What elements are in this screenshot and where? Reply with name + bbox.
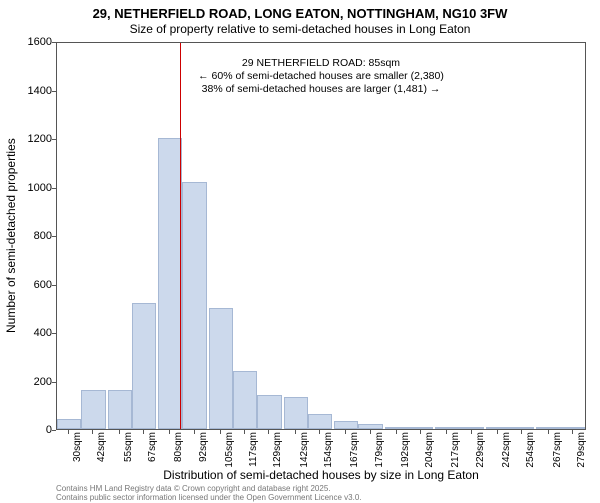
x-tick-mark xyxy=(295,430,296,434)
histogram-bar xyxy=(561,427,585,429)
histogram-bar xyxy=(536,427,560,429)
chart-title-main: 29, NETHERFIELD ROAD, LONG EATON, NOTTIN… xyxy=(0,6,600,21)
histogram-bar xyxy=(308,414,332,429)
chart-container: 29, NETHERFIELD ROAD, LONG EATON, NOTTIN… xyxy=(0,0,600,500)
annotation-box: 29 NETHERFIELD ROAD: 85sqm ← 60% of semi… xyxy=(194,55,448,98)
annotation-line3: 38% of semi-detached houses are larger (… xyxy=(198,83,444,96)
x-tick-label: 92sqm xyxy=(198,432,209,462)
chart-title-sub: Size of property relative to semi-detach… xyxy=(0,22,600,36)
annotation-line1: 29 NETHERFIELD ROAD: 85sqm xyxy=(198,57,444,70)
x-tick-mark xyxy=(521,430,522,434)
x-tick-label: 55sqm xyxy=(123,432,134,462)
footer-line2: Contains public sector information licen… xyxy=(56,494,362,503)
x-tick-label: 142sqm xyxy=(299,432,310,468)
x-tick-label: 67sqm xyxy=(147,432,158,462)
histogram-bar xyxy=(257,395,281,429)
x-tick-label: 279sqm xyxy=(576,432,587,468)
histogram-bar xyxy=(132,303,156,429)
y-tick-mark xyxy=(52,430,56,431)
y-tick-label: 1600 xyxy=(12,36,52,48)
y-tick-label: 800 xyxy=(12,230,52,242)
x-tick-label: 42sqm xyxy=(96,432,107,462)
histogram-bar xyxy=(108,390,132,429)
histogram-bar xyxy=(435,427,459,429)
histogram-bar xyxy=(57,419,81,429)
x-tick-label: 80sqm xyxy=(173,432,184,462)
histogram-bar xyxy=(409,427,433,429)
annotation-line2: ← 60% of semi-detached houses are smalle… xyxy=(198,70,444,83)
x-tick-mark xyxy=(194,430,195,434)
x-tick-mark xyxy=(446,430,447,434)
x-tick-mark xyxy=(68,430,69,434)
x-tick-mark xyxy=(548,430,549,434)
histogram-bar xyxy=(334,421,358,429)
x-tick-label: 204sqm xyxy=(424,432,435,468)
y-tick-label: 1000 xyxy=(12,182,52,194)
x-tick-label: 179sqm xyxy=(374,432,385,468)
histogram-bar xyxy=(233,371,257,429)
x-tick-label: 154sqm xyxy=(323,432,334,468)
x-tick-mark xyxy=(420,430,421,434)
histogram-bar xyxy=(158,138,182,429)
histogram-bar xyxy=(460,427,484,429)
y-tick-label: 0 xyxy=(12,424,52,436)
reference-line xyxy=(180,43,181,429)
histogram-bar xyxy=(486,427,510,429)
x-tick-mark xyxy=(92,430,93,434)
histogram-bar xyxy=(81,390,105,429)
x-tick-mark xyxy=(345,430,346,434)
histogram-bar xyxy=(182,182,206,429)
x-tick-mark xyxy=(119,430,120,434)
x-tick-label: 30sqm xyxy=(72,432,83,462)
x-tick-mark xyxy=(497,430,498,434)
x-tick-label: 242sqm xyxy=(501,432,512,468)
y-tick-label: 1400 xyxy=(12,85,52,97)
x-tick-mark xyxy=(572,430,573,434)
x-tick-label: 254sqm xyxy=(525,432,536,468)
x-tick-label: 267sqm xyxy=(552,432,563,468)
x-tick-mark xyxy=(244,430,245,434)
histogram-bar xyxy=(284,397,308,429)
x-tick-mark xyxy=(268,430,269,434)
x-tick-mark xyxy=(370,430,371,434)
x-tick-mark xyxy=(143,430,144,434)
histogram-bar xyxy=(209,308,233,429)
x-tick-label: 192sqm xyxy=(400,432,411,468)
histogram-bar xyxy=(358,424,382,429)
x-tick-mark xyxy=(471,430,472,434)
y-tick-label: 600 xyxy=(12,279,52,291)
x-tick-label: 117sqm xyxy=(248,432,259,467)
x-tick-label: 167sqm xyxy=(349,432,360,468)
x-tick-mark xyxy=(169,430,170,434)
histogram-bar xyxy=(385,427,409,429)
x-tick-label: 129sqm xyxy=(272,432,283,468)
y-tick-label: 200 xyxy=(12,376,52,388)
y-tick-label: 1200 xyxy=(12,133,52,145)
x-tick-label: 229sqm xyxy=(475,432,486,468)
y-tick-label: 400 xyxy=(12,327,52,339)
x-tick-mark xyxy=(396,430,397,434)
x-tick-label: 105sqm xyxy=(224,432,235,468)
x-axis-label: Distribution of semi-detached houses by … xyxy=(56,468,586,482)
plot-area: 29 NETHERFIELD ROAD: 85sqm ← 60% of semi… xyxy=(56,42,586,430)
histogram-bar xyxy=(510,427,534,429)
x-tick-label: 217sqm xyxy=(450,432,461,468)
x-tick-mark xyxy=(220,430,221,434)
x-tick-mark xyxy=(319,430,320,434)
